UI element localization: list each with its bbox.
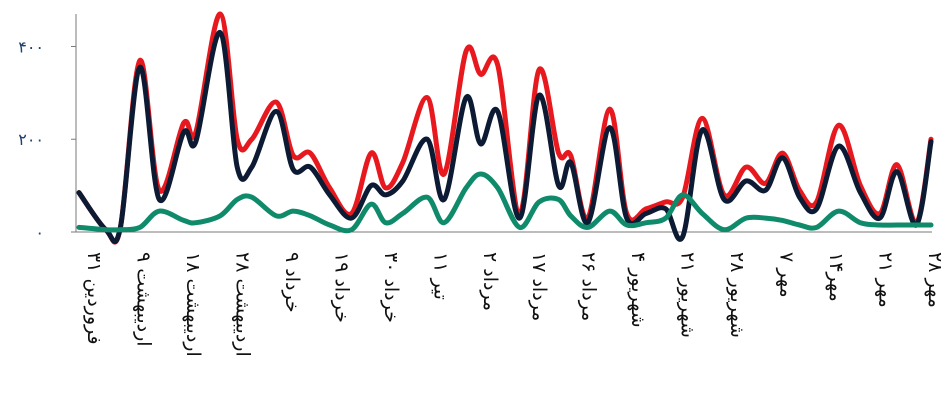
- y-tick-label: ۰: [35, 223, 44, 242]
- x-tick-label: ۳۱ فروردین: [83, 252, 105, 345]
- x-tick-label: ۱۴مهر: [825, 252, 847, 302]
- x-tick-label: ۴ شهریور: [627, 252, 649, 328]
- x-tick-label: ۳۰ خرداد: [380, 252, 402, 323]
- x-tick-label: ۱۱ تیر: [429, 252, 451, 300]
- x-tick-label: ۲۱ شهریور: [677, 252, 699, 338]
- x-tick-label: ۹ خرداد: [281, 252, 303, 313]
- y-tick-label: ۲۰۰: [18, 130, 44, 149]
- x-tick-label: ۱۷ مرداد: [528, 252, 550, 321]
- x-tick-label: ۲۸ شهریور: [726, 252, 748, 338]
- axes: [71, 14, 932, 233]
- x-tick-label: ۲۶ مرداد: [578, 252, 600, 321]
- x-tick-label: ۲۱ مهر: [875, 252, 897, 308]
- x-tick-label: ۱۸ اردیبهشت: [182, 252, 204, 357]
- x-tick-label: ۲۸ مهر: [924, 252, 946, 308]
- x-tick-labels: ۳۱ فروردین ۹ اردیبهشت ۱۸ اردیبهشت ۲۸ اردیبه…: [83, 252, 946, 357]
- series-line-navy: [76, 30, 934, 245]
- x-tick-label: ۷ مهر: [776, 252, 798, 298]
- x-tick-label: ۱۹ خرداد: [330, 252, 352, 323]
- y-tick-label: ۴۰۰: [18, 37, 44, 56]
- series-line-green: [76, 171, 934, 234]
- y-tick-labels: ۰ ۲۰۰ ۴۰۰: [18, 37, 44, 242]
- series-layer: [76, 11, 934, 245]
- x-tick-label: ۹ اردیبهشت: [132, 252, 154, 347]
- x-tick-label: ۲ مرداد: [479, 252, 501, 311]
- x-tick-label: ۲۸ اردیبهشت: [231, 252, 253, 357]
- series-line-red: [76, 11, 934, 245]
